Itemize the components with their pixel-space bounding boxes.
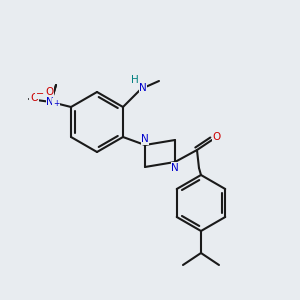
Text: O: O bbox=[45, 87, 53, 97]
Text: N: N bbox=[139, 83, 147, 93]
Text: O: O bbox=[213, 132, 221, 142]
Text: +: + bbox=[53, 98, 59, 107]
Text: N: N bbox=[171, 163, 179, 173]
Text: −: − bbox=[36, 89, 44, 99]
Text: O: O bbox=[30, 93, 38, 103]
Text: N: N bbox=[141, 134, 149, 144]
Text: H: H bbox=[131, 75, 139, 85]
Text: N: N bbox=[46, 97, 54, 107]
